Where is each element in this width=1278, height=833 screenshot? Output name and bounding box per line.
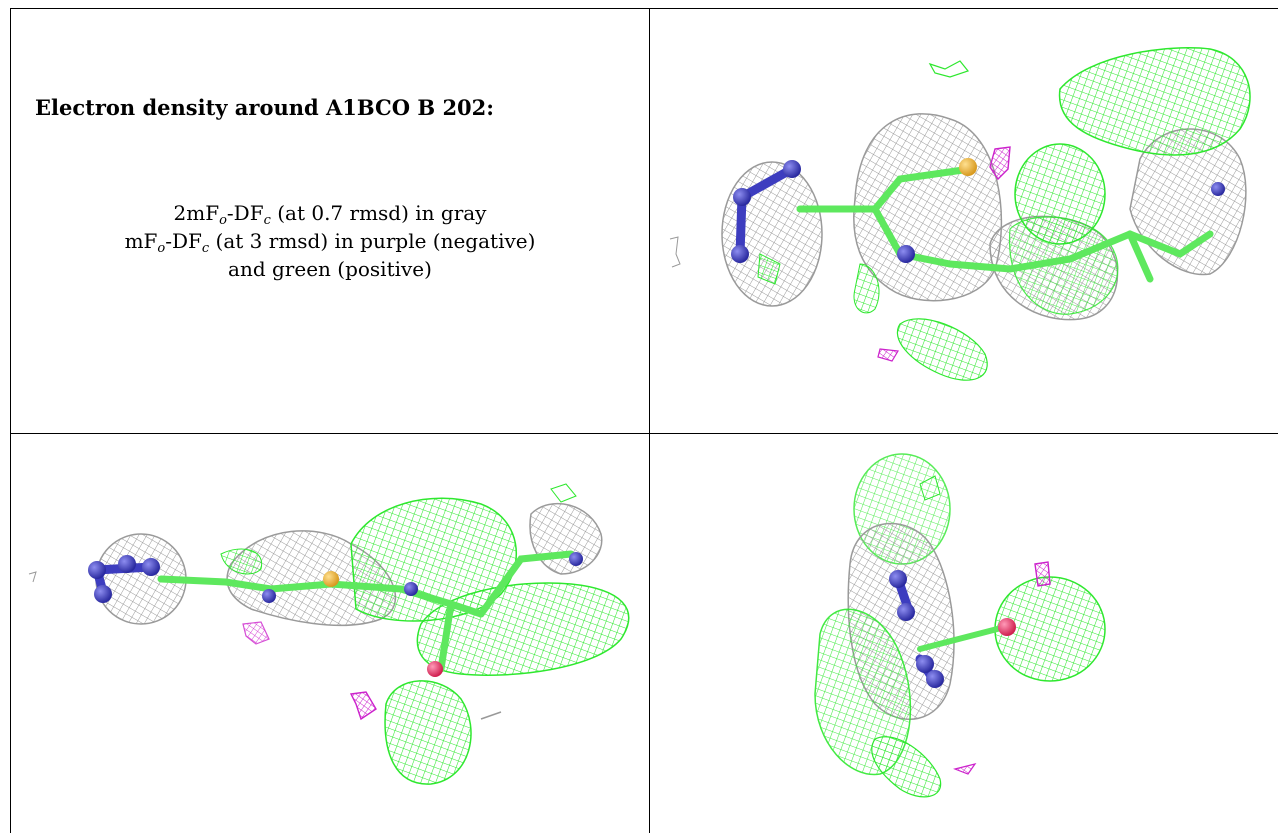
- density-view-2: [11, 434, 649, 833]
- table-divider-horizontal: [10, 433, 1278, 434]
- legend-title: Electron density around A1BCO B 202:: [35, 95, 495, 120]
- density-view-1: [650, 9, 1278, 433]
- map-fo-line-cont: and green (positive): [228, 257, 432, 281]
- map-fo-line: mFo-DFc (at 3 rmsd) in purple (negative): [124, 229, 536, 256]
- legend-description: 2mFo-DFc (at 0.7 rmsd) in gray mFo-DFc (…: [11, 199, 649, 283]
- legend-panel: Electron density around A1BCO B 202: 2mF…: [11, 9, 649, 433]
- figure-table: [10, 8, 1278, 833]
- map-2fo-line: 2mFo-DFc (at 0.7 rmsd) in gray: [173, 201, 487, 228]
- table-divider-vertical: [649, 8, 650, 833]
- density-view-3: [650, 434, 1278, 833]
